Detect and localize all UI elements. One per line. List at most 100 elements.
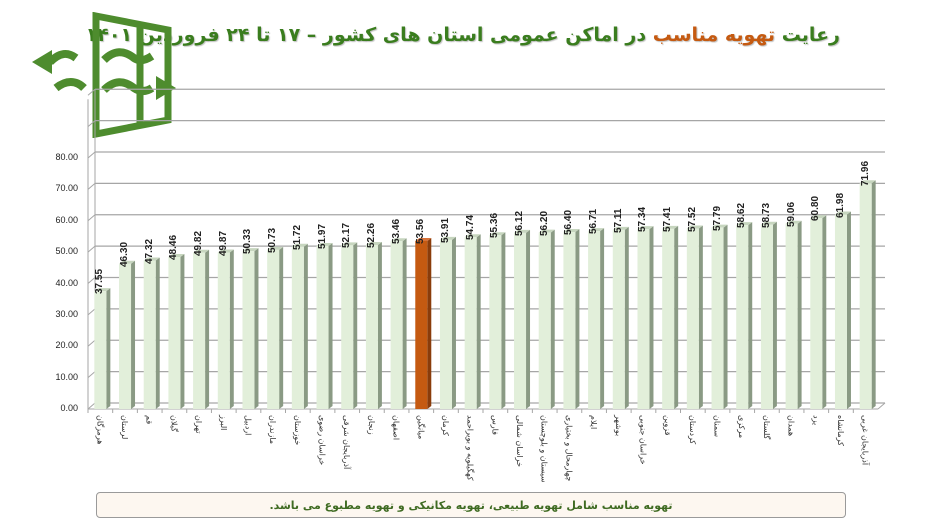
bar-value-label: 50.33 (242, 229, 254, 255)
category-label: بوشهر (613, 415, 623, 437)
footer-note-text: تهویه مناسب شامل تهویه طبیعی، تهویه مکان… (269, 499, 673, 512)
bar (439, 239, 452, 409)
bar-value-label: 57.52 (686, 206, 698, 232)
bar (242, 251, 255, 409)
category-label: مرکزی (737, 415, 747, 439)
category-label: آذربایجان غربی (860, 415, 870, 466)
bar (760, 224, 773, 409)
bar-value-label: 56.12 (514, 210, 526, 236)
bar-value-label: 47.32 (143, 238, 155, 264)
category-label: اصفهان (391, 415, 401, 441)
category-label: یزد (811, 415, 821, 426)
bar (119, 263, 132, 409)
bar (563, 232, 576, 409)
category-label: همدان (786, 415, 796, 437)
bar-value-label: 56.71 (588, 209, 600, 235)
category-label: میانگین (416, 415, 426, 440)
bar (291, 246, 304, 409)
category-label: خراسان شمالی (515, 415, 525, 468)
bar (217, 252, 230, 409)
category-label: خوزستان (292, 415, 302, 446)
bar-value-label: 53.56 (415, 218, 427, 244)
bar (662, 228, 675, 409)
bar-value-label: 51.97 (316, 223, 328, 249)
bar-value-label: 53.91 (439, 217, 451, 243)
bar (810, 218, 823, 409)
category-label: البرز (218, 415, 228, 431)
y-tick-label: 30.00 (55, 308, 78, 319)
bar-value-label: 37.55 (94, 269, 106, 295)
bar (464, 237, 477, 409)
bar-value-label: 58.62 (736, 203, 748, 229)
bar-value-label: 48.46 (168, 234, 180, 260)
category-label: کرمان (440, 415, 450, 436)
bar-value-label: 71.96 (859, 161, 871, 187)
category-label: کرمانشاه (835, 415, 845, 446)
bar (267, 249, 280, 409)
bar-value-label: 52.26 (365, 223, 377, 249)
category-label: قم (144, 415, 154, 425)
bar (341, 245, 354, 409)
category-label: گیلان (169, 415, 179, 432)
category-label: اردبیل (243, 415, 253, 436)
bar-value-label: 61.98 (834, 192, 846, 218)
y-tick-label: 20.00 (55, 340, 78, 351)
category-label: خراسان رضوی (317, 415, 327, 466)
bar (686, 228, 699, 409)
bar-value-label: 49.87 (217, 230, 229, 256)
bar (168, 256, 181, 409)
bar-value-label: 53.46 (390, 219, 402, 245)
bar (538, 232, 551, 409)
y-tick-label: 50.00 (55, 246, 78, 257)
category-label: مازندران (268, 415, 278, 444)
category-label: چهارمحال و بختیاری (564, 415, 574, 482)
category-label: زنجان (366, 415, 376, 435)
bar-value-label: 60.80 (810, 196, 822, 222)
bar-value-label: 55.36 (489, 213, 501, 239)
category-label: ایلام (589, 415, 599, 430)
y-tick-label: 60.00 (55, 214, 78, 225)
category-label: سیستان و بلوچستان (539, 415, 549, 483)
category-label: لرستان (120, 415, 130, 440)
category-label: کردستان (687, 415, 697, 445)
bar (785, 223, 798, 409)
bar (143, 260, 156, 409)
category-label: گلستان (761, 415, 771, 440)
category-label: قزوین (663, 415, 673, 436)
bar (736, 225, 749, 409)
bar-value-label: 50.73 (267, 227, 279, 253)
bar-value-label: 57.79 (711, 205, 723, 231)
category-label: هرمزگان (95, 415, 105, 445)
category-label: خراسان جنوبی (638, 415, 648, 465)
category-label: تهران (194, 415, 204, 434)
bar-value-label: 46.30 (119, 241, 131, 267)
bar (859, 183, 872, 409)
bar (514, 232, 527, 409)
y-tick-label: 10.00 (55, 371, 78, 382)
bar (316, 245, 329, 409)
title-part1: رعایت (781, 24, 840, 46)
bar (612, 229, 625, 409)
bar (415, 240, 428, 409)
y-tick-label: 40.00 (55, 277, 78, 288)
category-label: کهگیلویه و بویراحمد (465, 415, 475, 481)
ventilation-window-icon (32, 12, 176, 138)
bar-value-label: 57.34 (637, 207, 649, 233)
bar (588, 231, 601, 409)
y-tick-label: 70.00 (55, 183, 78, 194)
bar-value-label: 49.82 (193, 230, 205, 256)
bar (365, 245, 378, 409)
bar (193, 252, 206, 409)
y-tick-label: 80.00 (55, 152, 78, 162)
bar-value-label: 57.41 (662, 206, 674, 232)
bar-value-label: 52.17 (341, 223, 353, 249)
bar (94, 291, 107, 409)
bar-value-label: 54.74 (464, 215, 476, 241)
bar (834, 214, 847, 409)
bar (711, 227, 724, 409)
bar-value-label: 56.40 (563, 210, 575, 236)
bar-value-label: 59.06 (785, 201, 797, 227)
category-label: سمنان (712, 415, 722, 438)
y-tick-label: 0.00 (60, 403, 78, 413)
